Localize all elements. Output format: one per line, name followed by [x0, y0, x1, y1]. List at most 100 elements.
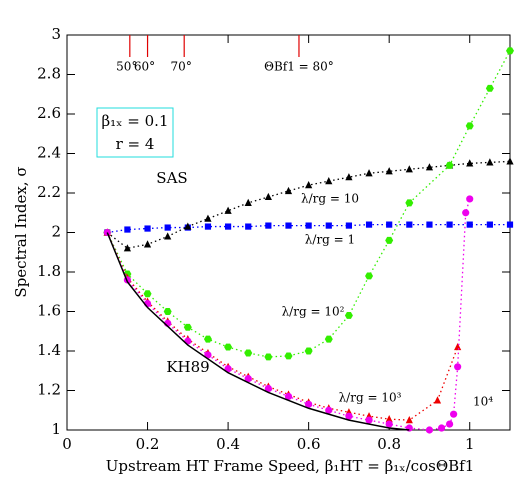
marker: [345, 173, 353, 181]
marker: [344, 311, 353, 319]
marker: [285, 222, 292, 229]
marker: [203, 335, 212, 343]
series-label: λ/rg = 10: [301, 192, 359, 206]
x-tick-label: 0.2: [136, 435, 160, 453]
marker: [385, 236, 394, 244]
marker: [365, 169, 373, 177]
x-tick-label: 0.4: [216, 435, 240, 453]
y-axis-label: Spectral Index, σ: [12, 166, 30, 297]
marker: [143, 290, 152, 298]
y-tick-label: 2.2: [37, 183, 61, 201]
marker: [445, 161, 454, 169]
marker: [164, 232, 172, 240]
marker: [446, 221, 453, 228]
marker: [204, 351, 212, 359]
x-tick-label: 1: [465, 435, 475, 453]
marker: [433, 396, 442, 404]
marker: [224, 343, 233, 351]
marker: [450, 410, 458, 418]
y-tick-label: 1.6: [37, 302, 61, 320]
param-box: [96, 107, 174, 158]
marker: [385, 415, 393, 423]
marker: [437, 424, 446, 432]
marker: [385, 420, 393, 428]
marker: [204, 214, 212, 222]
marker: [325, 406, 333, 414]
marker: [224, 206, 232, 214]
y-tick-label: 2.8: [37, 65, 61, 83]
marker: [365, 272, 374, 280]
y-tick-label: 1.8: [37, 262, 61, 280]
top-marker-label: 60°: [134, 60, 155, 74]
y-tick-label: 1.4: [37, 341, 61, 359]
marker: [244, 198, 252, 206]
annotation: KH89: [166, 358, 209, 376]
marker: [224, 365, 232, 373]
series-label: λ/rg = 1: [305, 233, 355, 247]
marker: [264, 384, 272, 393]
marker: [345, 222, 353, 229]
marker: [325, 222, 332, 229]
x-tick-label: 0: [62, 435, 72, 453]
top-marker-label: 50°: [116, 60, 137, 74]
marker: [284, 392, 293, 401]
marker: [466, 159, 474, 167]
marker: [264, 353, 273, 361]
marker: [184, 222, 192, 230]
marker: [465, 122, 474, 130]
marker: [164, 224, 171, 231]
y-tick-label: 2.4: [37, 144, 61, 162]
series-line: [106, 232, 459, 421]
marker: [345, 412, 353, 420]
marker: [425, 426, 434, 434]
marker: [305, 222, 312, 229]
marker: [386, 221, 393, 228]
plot-frame: [66, 34, 511, 431]
marker: [265, 222, 272, 229]
marker: [305, 400, 313, 408]
series-line: [106, 50, 511, 358]
marker: [454, 363, 462, 371]
y-tick-label: 2: [51, 223, 61, 241]
marker: [425, 163, 434, 171]
x-tick-label: 0.8: [377, 435, 401, 453]
marker: [406, 221, 413, 228]
marker: [485, 84, 494, 92]
marker: [454, 342, 462, 351]
marker: [123, 244, 132, 252]
series-label: 10⁴: [473, 395, 493, 409]
marker: [324, 335, 333, 343]
marker: [506, 221, 514, 228]
marker: [143, 240, 152, 248]
marker: [284, 186, 293, 195]
marker: [365, 221, 373, 228]
x-tick-label: 0.6: [297, 435, 321, 453]
y-tick-label: 1.2: [37, 381, 61, 399]
marker: [325, 177, 333, 185]
annotation: SAS: [156, 169, 187, 187]
y-tick-label: 2.6: [37, 104, 61, 122]
marker: [426, 221, 433, 228]
marker: [486, 221, 493, 228]
marker: [224, 223, 232, 230]
marker: [385, 167, 393, 175]
marker: [163, 308, 172, 315]
series-line: [106, 232, 410, 431]
marker: [365, 416, 373, 424]
marker: [183, 323, 192, 331]
marker: [304, 347, 313, 355]
top-marker-label: 70°: [171, 60, 192, 74]
marker: [506, 47, 514, 55]
marker: [144, 225, 151, 232]
x-axis-label: Upstream HT Frame Speed, β₁HT = β₁ₓ/cosΘ…: [106, 457, 474, 475]
series-label: λ/rg = 10³: [339, 391, 402, 405]
marker: [466, 221, 473, 228]
marker: [486, 158, 494, 166]
marker: [204, 223, 212, 230]
marker: [284, 352, 293, 360]
marker: [244, 375, 252, 383]
marker: [405, 416, 413, 424]
marker: [264, 192, 272, 201]
marker: [305, 181, 313, 189]
